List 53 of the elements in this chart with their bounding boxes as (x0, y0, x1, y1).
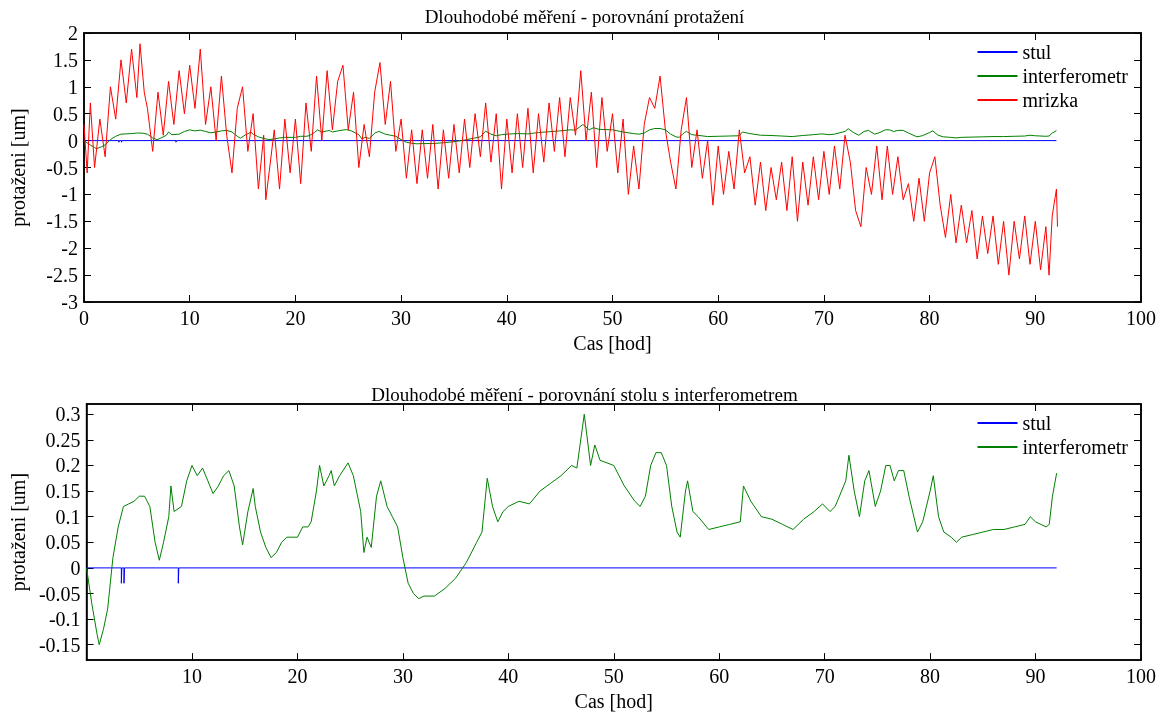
y-tick-label: 1 (68, 75, 78, 98)
y-tick-label: -0.05 (38, 582, 81, 605)
x-tick-label: 70 (814, 665, 835, 688)
chart-title: Dlouhodobé měření - porovnání stolu s interferometrem (371, 384, 798, 405)
x-tick-label: 100 (1126, 307, 1156, 329)
y-tick-label: -1 (61, 183, 78, 206)
y-tick-label: -0.15 (38, 633, 81, 656)
y-tick-label: 0.15 (45, 480, 81, 503)
x-tick-label: 90 (1025, 307, 1046, 329)
y-tick-label: 0 (68, 129, 78, 152)
y-tick-label: 0.3 (55, 403, 81, 426)
x-tick-label: 40 (496, 307, 517, 329)
x-tick-label: 60 (708, 307, 729, 329)
y-tick-label: 0 (70, 556, 81, 579)
x-axis-title: Cas [hod] (573, 331, 652, 354)
y-axis-title: protaženi [um] (7, 108, 30, 227)
y-tick-label: 0.05 (45, 531, 81, 554)
x-tick-label: 30 (392, 665, 413, 688)
x-tick-label: 10 (179, 307, 200, 329)
x-tick-label: 50 (602, 307, 623, 329)
y-tick-label: 0.5 (53, 102, 78, 125)
legend-label: interferometr (1022, 65, 1129, 87)
x-tick-label: 100 (1126, 665, 1156, 688)
x-tick-label: 20 (287, 665, 308, 688)
y-tick-label: 2 (68, 22, 78, 44)
y-tick-label: -1.5 (46, 210, 78, 233)
legend-label: mrizka (1022, 89, 1079, 111)
y-tick-label: 1.5 (53, 48, 78, 71)
y-tick-label: -3 (61, 291, 78, 313)
line-series (83, 123, 1057, 150)
y-tick-label: 0.2 (55, 454, 81, 477)
legend-label: stul (1022, 41, 1052, 63)
y-tick-label: 0.1 (55, 505, 81, 528)
legend-label: interferometr (1022, 436, 1129, 458)
x-tick-label: 50 (603, 665, 624, 688)
legend-label: stul (1022, 412, 1052, 434)
y-tick-label: -0.5 (46, 156, 78, 179)
x-tick-label: 30 (391, 307, 412, 329)
x-tick-label: 40 (498, 665, 519, 688)
y-axis-title: protaženi [um] (7, 472, 30, 592)
y-tick-label: -2 (61, 237, 78, 260)
x-axis-title: Cas [hod] (574, 690, 653, 712)
y-tick-label: -0.1 (48, 608, 81, 631)
y-tick-label: 0.25 (45, 428, 81, 451)
x-tick-label: 70 (813, 307, 834, 329)
x-tick-label: 10 (182, 665, 202, 688)
x-tick-label: 20 (285, 307, 306, 329)
x-tick-label: 80 (919, 307, 940, 329)
y-tick-label: -2.5 (46, 264, 78, 287)
chart-title: Dlouhodobé měření - porovnání protažení (424, 6, 746, 27)
x-tick-label: 60 (709, 665, 730, 688)
x-tick-label: 80 (920, 665, 941, 688)
x-tick-label: 90 (1025, 665, 1046, 688)
